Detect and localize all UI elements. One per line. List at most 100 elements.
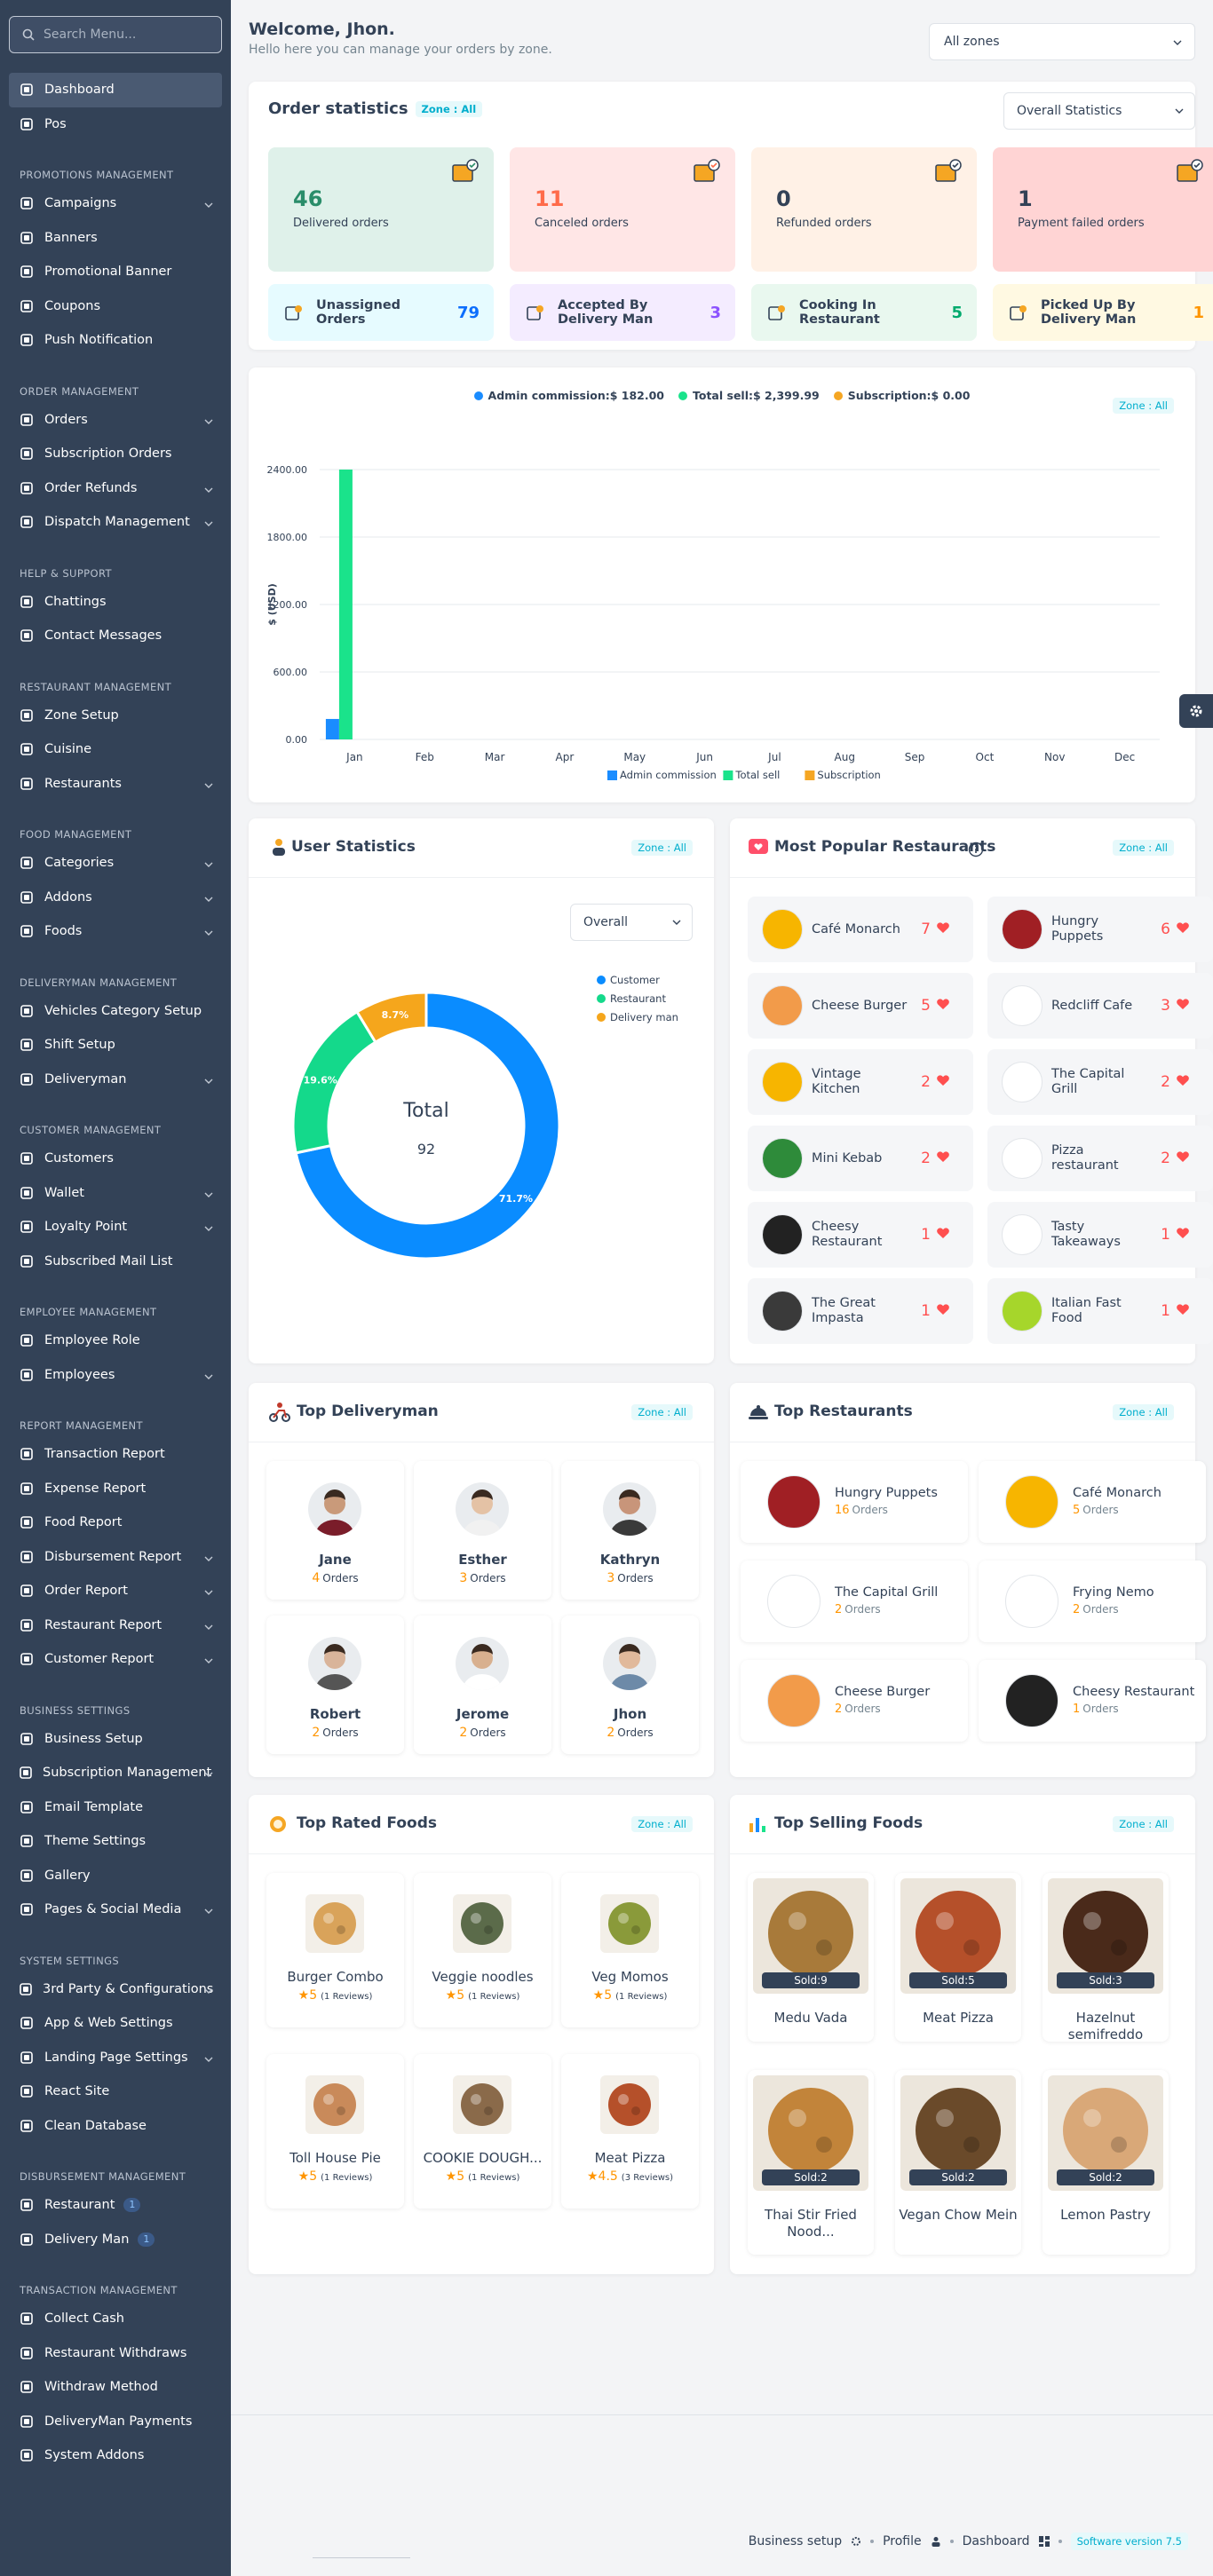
deliveryman-card[interactable]: Esther 3 Orders <box>414 1461 551 1600</box>
sidebar-item-banners[interactable]: Banners <box>0 221 231 256</box>
order-status-card[interactable]: Accepted By Delivery Man 3 <box>510 284 735 341</box>
order-stat-card[interactable]: 1 Payment failed orders <box>993 147 1213 272</box>
sidebar-item-orders[interactable]: Orders <box>0 403 231 438</box>
footer-dashboard-link[interactable]: Dashboard <box>962 2534 1030 2548</box>
sidebar-item-business-setup[interactable]: Business Setup <box>0 1722 231 1757</box>
sidebar-item-deliveryman-payments[interactable]: DeliveryMan Payments <box>0 2405 231 2439</box>
top-restaurant-card[interactable]: Hungry Puppets 16 Orders <box>741 1461 968 1543</box>
settings-fab[interactable] <box>1179 694 1213 728</box>
sidebar-item-collect-cash[interactable]: Collect Cash <box>0 2302 231 2336</box>
sidebar-item-subscribed-mail-list[interactable]: Subscribed Mail List <box>0 1245 231 1279</box>
order-stat-card[interactable]: 11 Canceled orders <box>510 147 735 272</box>
popular-restaurant-item[interactable]: Mini Kebab 2 <box>748 1126 973 1191</box>
info-icon[interactable] <box>968 842 984 857</box>
sidebar-item-customer-report[interactable]: Customer Report <box>0 1642 231 1677</box>
popular-restaurant-item[interactable]: The Capital Grill 2 <box>987 1049 1213 1115</box>
sidebar-item-loyalty-point[interactable]: Loyalty Point <box>0 1210 231 1245</box>
sidebar-item-restaurants[interactable]: Restaurants <box>0 767 231 802</box>
rated-food-card[interactable]: Burger Combo ★5 (1 Reviews) <box>266 1873 404 2027</box>
sidebar-item-dashboard[interactable]: Dashboard <box>9 73 222 107</box>
sidebar-item-app-web-settings[interactable]: App & Web Settings <box>0 2006 231 2041</box>
deliveryman-card[interactable]: Jhon 2 Orders <box>561 1616 699 1754</box>
rated-food-card[interactable]: Veg Momos ★5 (1 Reviews) <box>561 1873 699 2027</box>
sidebar-item-push-notification[interactable]: Push Notification <box>0 323 231 358</box>
sidebar-item-system-addons[interactable]: System Addons <box>0 2438 231 2473</box>
sidebar-item-chattings[interactable]: Chattings <box>0 585 231 620</box>
sidebar-item-pages-social-media[interactable]: Pages & Social Media <box>0 1892 231 1927</box>
sidebar-item-food-report[interactable]: Food Report <box>0 1505 231 1540</box>
top-restaurant-card[interactable]: Cheesy Restaurant 1 Orders <box>979 1660 1206 1742</box>
deliveryman-card[interactable]: Kathryn 3 Orders <box>561 1461 699 1600</box>
popular-restaurant-item[interactable]: Hungry Puppets 6 <box>987 897 1213 962</box>
order-status-card[interactable]: Cooking In Restaurant 5 <box>751 284 977 341</box>
sidebar-item-contact-messages[interactable]: Contact Messages <box>0 619 231 653</box>
rated-food-card[interactable]: Toll House Pie ★5 (1 Reviews) <box>266 2054 404 2209</box>
sidebar-item-email-template[interactable]: Email Template <box>0 1790 231 1825</box>
sidebar-item-campaigns[interactable]: Campaigns <box>0 186 231 221</box>
sidebar-item-employees[interactable]: Employees <box>0 1358 231 1393</box>
sidebar-item-restaurant-report[interactable]: Restaurant Report <box>0 1608 231 1643</box>
top-restaurant-card[interactable]: Café Monarch 5 Orders <box>979 1461 1206 1543</box>
rated-food-card[interactable]: Meat Pizza ★4.5 (3 Reviews) <box>561 2054 699 2209</box>
sidebar-item-withdraw-method[interactable]: Withdraw Method <box>0 2370 231 2405</box>
overall-statistics-select[interactable]: Overall Statistics <box>1003 92 1195 130</box>
selling-food-card[interactable]: Sold:3 Hazelnut semifreddo <box>1043 1873 1169 2043</box>
search-input[interactable]: Search Menu... <box>9 16 222 53</box>
top-restaurant-card[interactable]: Frying Nemo 2 Orders <box>979 1561 1206 1642</box>
popular-restaurant-item[interactable]: Cheesy Restaurant 1 <box>748 1202 973 1268</box>
sidebar-item-shift-setup[interactable]: Shift Setup <box>0 1028 231 1063</box>
sidebar-item-order-report[interactable]: Order Report <box>0 1574 231 1608</box>
top-restaurant-card[interactable]: The Capital Grill 2 Orders <box>741 1561 968 1642</box>
sidebar-item-landing-page-settings[interactable]: Landing Page Settings <box>0 2041 231 2075</box>
order-stat-card[interactable]: 0 Refunded orders <box>751 147 977 272</box>
sidebar-item-restaurant[interactable]: Restaurant 1 <box>0 2188 231 2223</box>
footer-business-setup-link[interactable]: Business setup <box>748 2534 843 2548</box>
popular-restaurant-item[interactable]: Café Monarch 7 <box>748 897 973 962</box>
sidebar-item-order-refunds[interactable]: Order Refunds <box>0 471 231 506</box>
sidebar-item-react-site[interactable]: React Site <box>0 2074 231 2109</box>
sidebar-item-customers[interactable]: Customers <box>0 1142 231 1176</box>
sidebar-item-promotional-banner[interactable]: Promotional Banner <box>0 255 231 289</box>
deliveryman-card[interactable]: Jerome 2 Orders <box>414 1616 551 1754</box>
footer-profile-link[interactable]: Profile <box>883 2534 922 2548</box>
sidebar-item-delivery-man[interactable]: Delivery Man 1 <box>0 2223 231 2257</box>
user-stats-select[interactable]: Overall <box>570 904 693 941</box>
sidebar-item-zone-setup[interactable]: Zone Setup <box>0 699 231 733</box>
sidebar-item-subscription-orders[interactable]: Subscription Orders <box>0 437 231 471</box>
sidebar-item-foods[interactable]: Foods <box>0 914 231 949</box>
sidebar-item-theme-settings[interactable]: Theme Settings <box>0 1824 231 1859</box>
popular-restaurant-item[interactable]: Vintage Kitchen 2 <box>748 1049 973 1115</box>
deliveryman-card[interactable]: Robert 2 Orders <box>266 1616 404 1754</box>
sidebar-item-vehicles-category-setup[interactable]: Vehicles Category Setup <box>0 994 231 1029</box>
zone-select[interactable]: All zones <box>929 23 1195 60</box>
selling-food-card[interactable]: Sold:5 Meat Pizza <box>895 1873 1021 2042</box>
selling-food-card[interactable]: Sold:2 Vegan Chow Mein <box>895 2070 1021 2255</box>
top-restaurant-card[interactable]: Cheese Burger 2 Orders <box>741 1660 968 1742</box>
sidebar-item-pos[interactable]: Pos <box>0 107 231 142</box>
sidebar-item-3rd-party-configurations[interactable]: 3rd Party & Configurations <box>0 1972 231 2007</box>
sidebar-item-employee-role[interactable]: Employee Role <box>0 1324 231 1358</box>
order-status-card[interactable]: Picked Up By Delivery Man 1 <box>993 284 1213 341</box>
selling-food-card[interactable]: Sold:9 Medu Vada <box>748 1873 874 2042</box>
sidebar-item-transaction-report[interactable]: Transaction Report <box>0 1437 231 1472</box>
sidebar-item-wallet[interactable]: Wallet <box>0 1176 231 1211</box>
sidebar-item-clean-database[interactable]: Clean Database <box>0 2109 231 2144</box>
popular-restaurant-item[interactable]: The Great Impasta 1 <box>748 1278 973 1344</box>
sidebar-item-restaurant-withdraws[interactable]: Restaurant Withdraws <box>0 2336 231 2371</box>
order-stat-card[interactable]: 46 Delivered orders <box>268 147 494 272</box>
sidebar-item-expense-report[interactable]: Expense Report <box>0 1472 231 1506</box>
order-status-card[interactable]: Unassigned Orders 79 <box>268 284 494 341</box>
selling-food-card[interactable]: Sold:2 Lemon Pastry <box>1043 2070 1169 2255</box>
popular-restaurant-item[interactable]: Tasty Takeaways 1 <box>987 1202 1213 1268</box>
sidebar-item-disbursement-report[interactable]: Disbursement Report <box>0 1540 231 1575</box>
sidebar-item-gallery[interactable]: Gallery <box>0 1859 231 1893</box>
rated-food-card[interactable]: Veggie noodles ★5 (1 Reviews) <box>414 1873 551 2027</box>
popular-restaurant-item[interactable]: Cheese Burger 5 <box>748 973 973 1039</box>
sidebar-item-cuisine[interactable]: Cuisine <box>0 732 231 767</box>
sidebar-item-coupons[interactable]: Coupons <box>0 289 231 324</box>
sidebar-item-deliveryman[interactable]: Deliveryman <box>0 1063 231 1097</box>
popular-restaurant-item[interactable]: Pizza restaurant 2 <box>987 1126 1213 1191</box>
sidebar-item-dispatch-management[interactable]: Dispatch Management <box>0 505 231 540</box>
popular-restaurant-item[interactable]: Italian Fast Food 1 <box>987 1278 1213 1344</box>
sidebar-item-categories[interactable]: Categories <box>0 846 231 881</box>
